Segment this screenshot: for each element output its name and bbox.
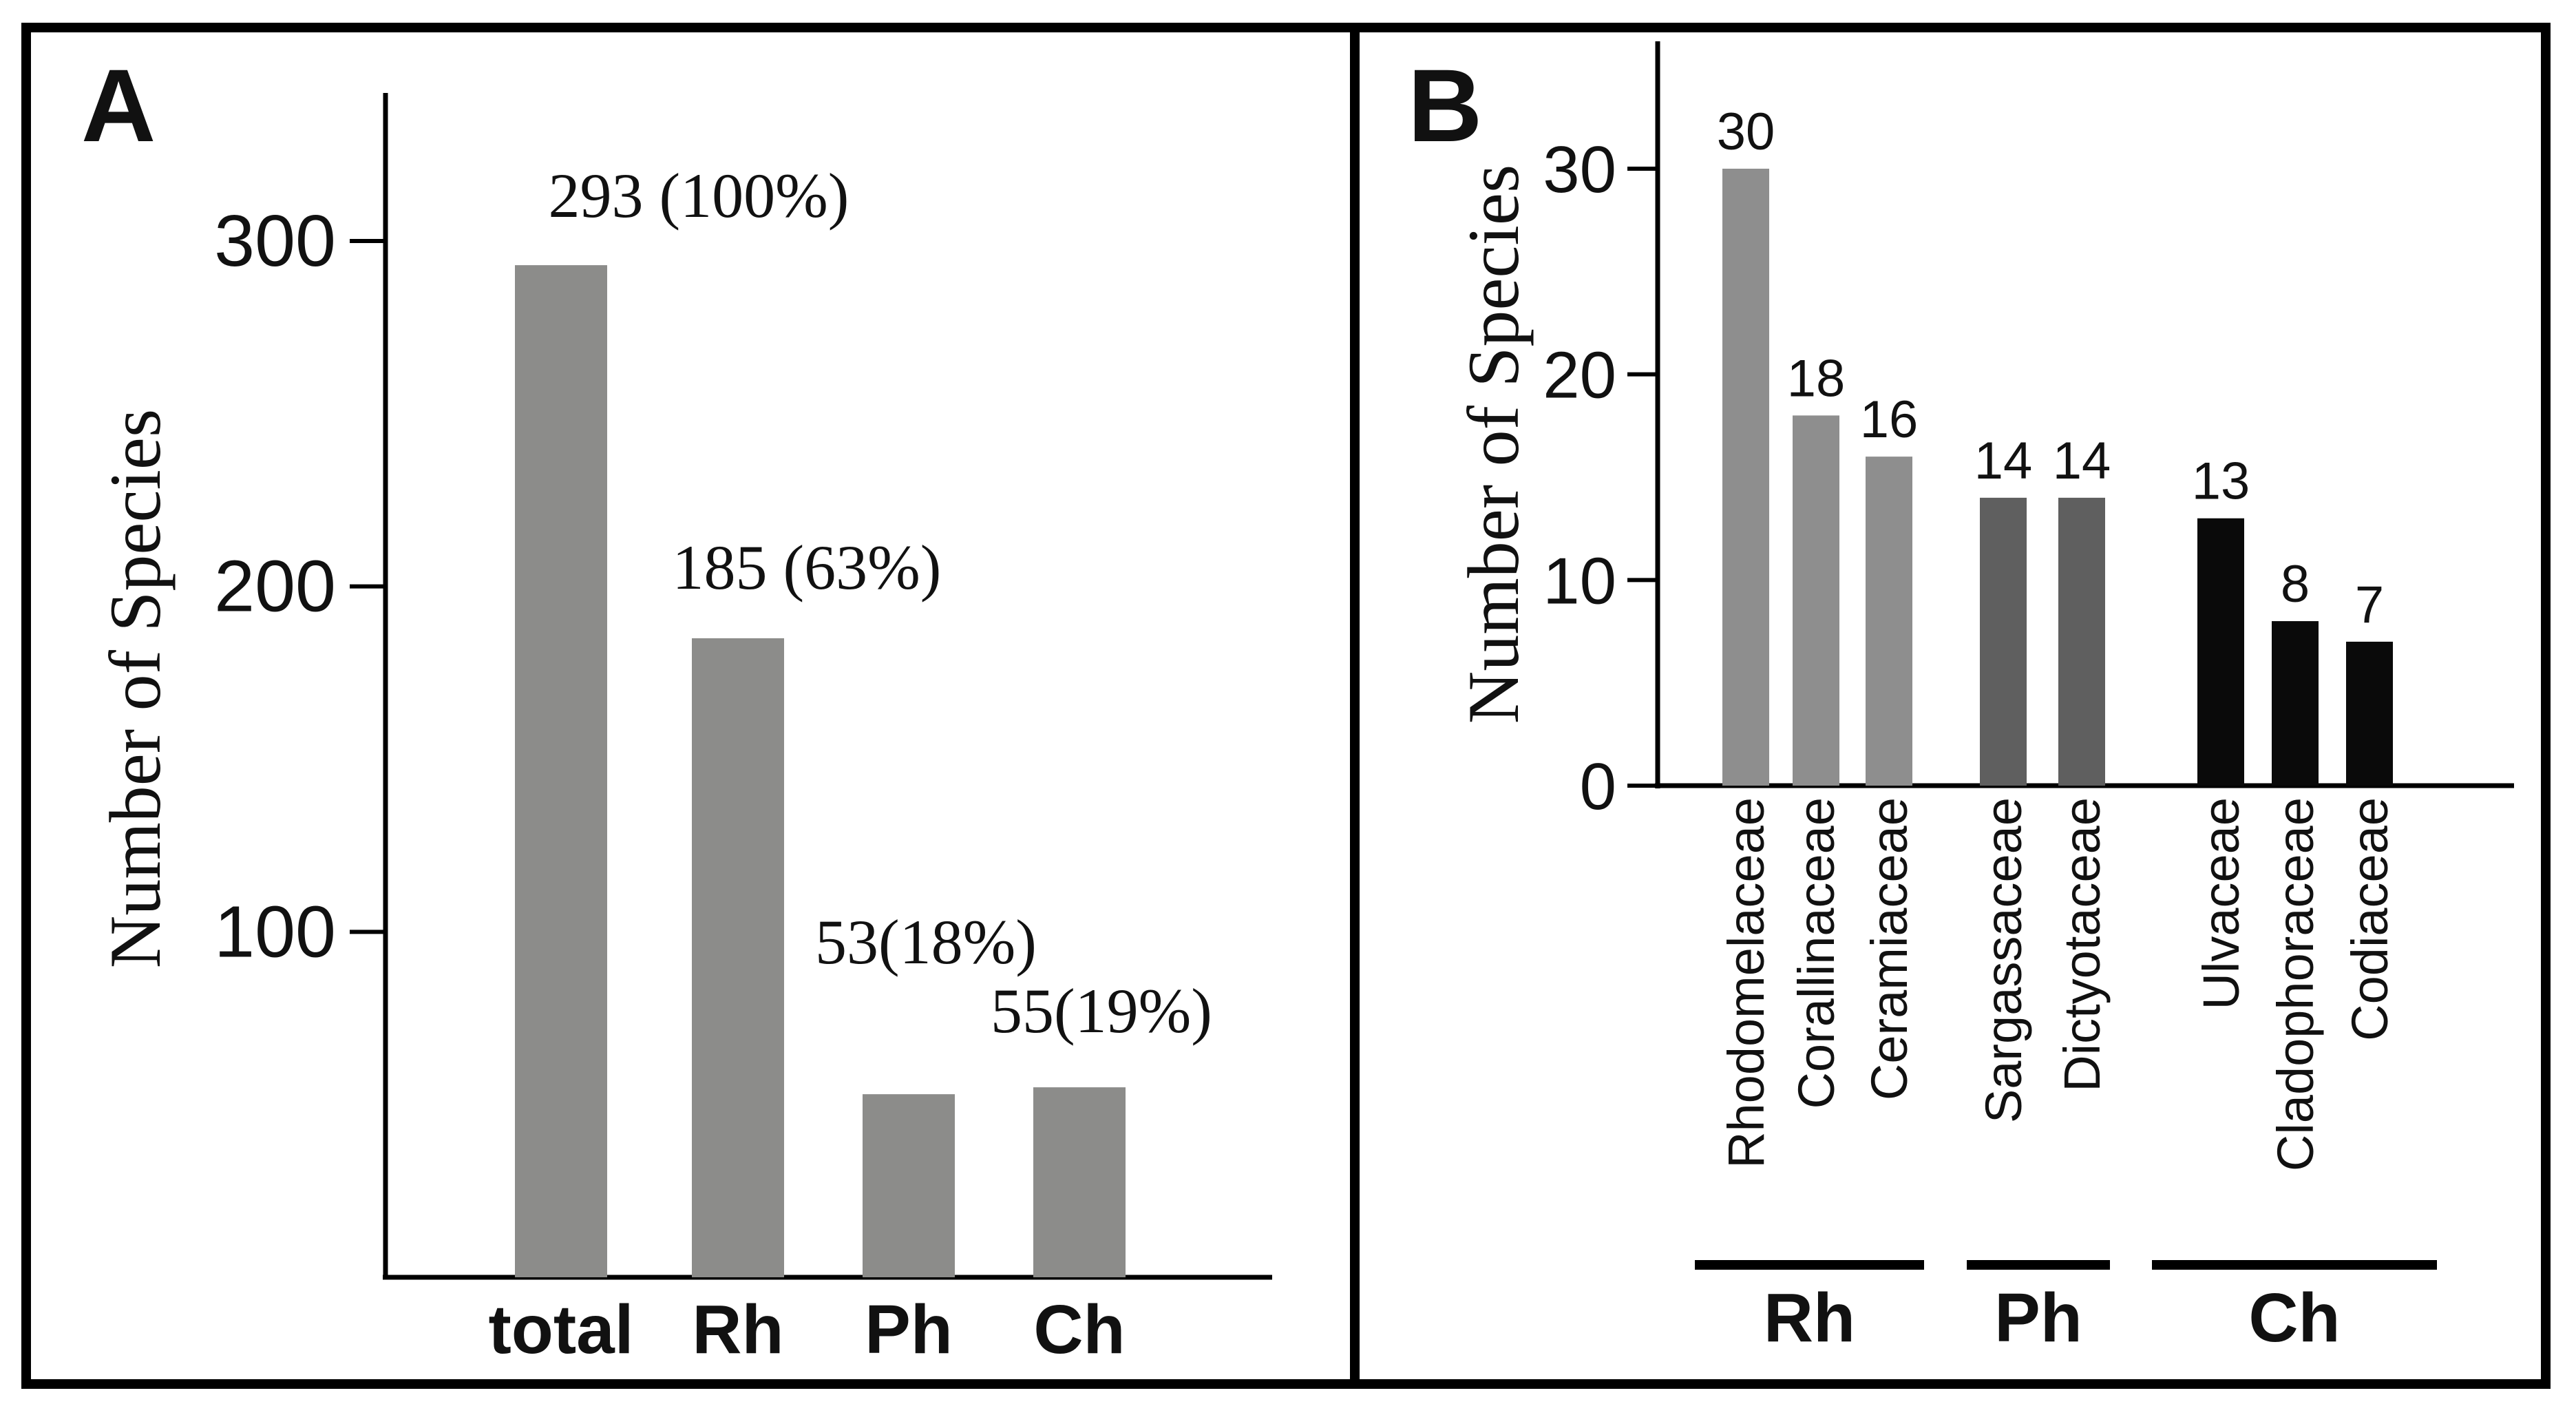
panel-b-letter: B xyxy=(1408,48,1482,163)
panel-b-chart: B Number of Species 0 10 20 30 30 Rhodomelace… xyxy=(1408,41,2514,1356)
panel-b-bar xyxy=(2197,518,2244,786)
panel-a-data-label: 185 (63%) xyxy=(673,532,942,602)
panel-b-data-label: 13 xyxy=(2192,452,2250,511)
panel-b-category-label: Cladophoraceae xyxy=(2267,797,2324,1171)
panel-a-category-label: Rh xyxy=(692,1291,783,1368)
panel-b-category-label: Dictyotaceae xyxy=(2054,797,2111,1092)
panel-a-bar xyxy=(515,265,607,1277)
panel-b-category-label: Sargassaceae xyxy=(1975,797,2032,1123)
panel-b-category-label: Codiaceae xyxy=(2341,797,2398,1041)
panel-a-letter: A xyxy=(81,48,156,163)
panel-b-data-label: 7 xyxy=(2355,576,2384,634)
panel-b-data-label: 8 xyxy=(2281,555,2310,614)
panel-a-data-label: 293 (100%) xyxy=(549,160,849,231)
panel-a-y-tick-label: 200 xyxy=(214,546,336,627)
panel-b-data-label: 16 xyxy=(1860,390,1919,449)
panel-a-bar xyxy=(863,1094,955,1277)
panel-a-data-label: 55(19%) xyxy=(991,976,1212,1046)
panel-b-bar xyxy=(2272,621,2319,786)
panel-b-y-axis-label: Number of Species xyxy=(1453,165,1534,724)
panel-b-y-tick-label: 30 xyxy=(1543,133,1616,207)
panel-b-data-label: 14 xyxy=(1974,432,2033,490)
panel-a-bar xyxy=(1033,1087,1126,1277)
panel-b-data-label: 30 xyxy=(1717,103,1775,161)
panel-a-category-label: total xyxy=(488,1291,633,1368)
panel-a-y-tick-label: 300 xyxy=(214,200,336,282)
panel-b-group-label: Rh xyxy=(1764,1279,1855,1356)
panel-a-y-axis-label: Number of Species xyxy=(95,409,176,968)
panel-b-category-label: Ulvaceae xyxy=(2193,797,2250,1010)
panel-b-category-label: Corallinaceae xyxy=(1788,797,1845,1109)
panel-b-data-label: 18 xyxy=(1787,349,1846,408)
panel-b-bar xyxy=(1980,497,2027,786)
panel-b-bar xyxy=(2346,641,2393,786)
panel-b-y-tick-label: 20 xyxy=(1543,339,1616,412)
panel-b-y-tick-label: 10 xyxy=(1543,544,1616,618)
panel-b-bar xyxy=(1866,457,1912,786)
panel-a-chart: A Number of Species 100 200 300 293 (100%) t… xyxy=(81,48,1272,1368)
panel-b-category-label: Ceramiaceae xyxy=(1861,797,1918,1100)
panel-b-group-label: Ch xyxy=(2248,1279,2340,1356)
panel-b-bar xyxy=(1722,169,1769,786)
panel-a-frame xyxy=(21,23,1360,1389)
panel-a-category-label: Ph xyxy=(865,1291,953,1368)
panel-b-category-label: Rhodomelaceae xyxy=(1718,797,1775,1168)
panel-b-y-tick-label: 0 xyxy=(1580,750,1616,824)
panel-a-data-label: 53(18%) xyxy=(815,907,1037,977)
panel-a-bar xyxy=(692,638,784,1277)
panel-b-group-label: Ph xyxy=(1994,1279,2082,1356)
panel-b-bar xyxy=(2058,497,2105,786)
panel-b-data-label: 14 xyxy=(2053,432,2111,490)
panel-a-y-tick-label: 100 xyxy=(214,891,336,972)
panel-a-category-label: Ch xyxy=(1033,1291,1125,1368)
panel-b-bar xyxy=(1793,415,1839,786)
